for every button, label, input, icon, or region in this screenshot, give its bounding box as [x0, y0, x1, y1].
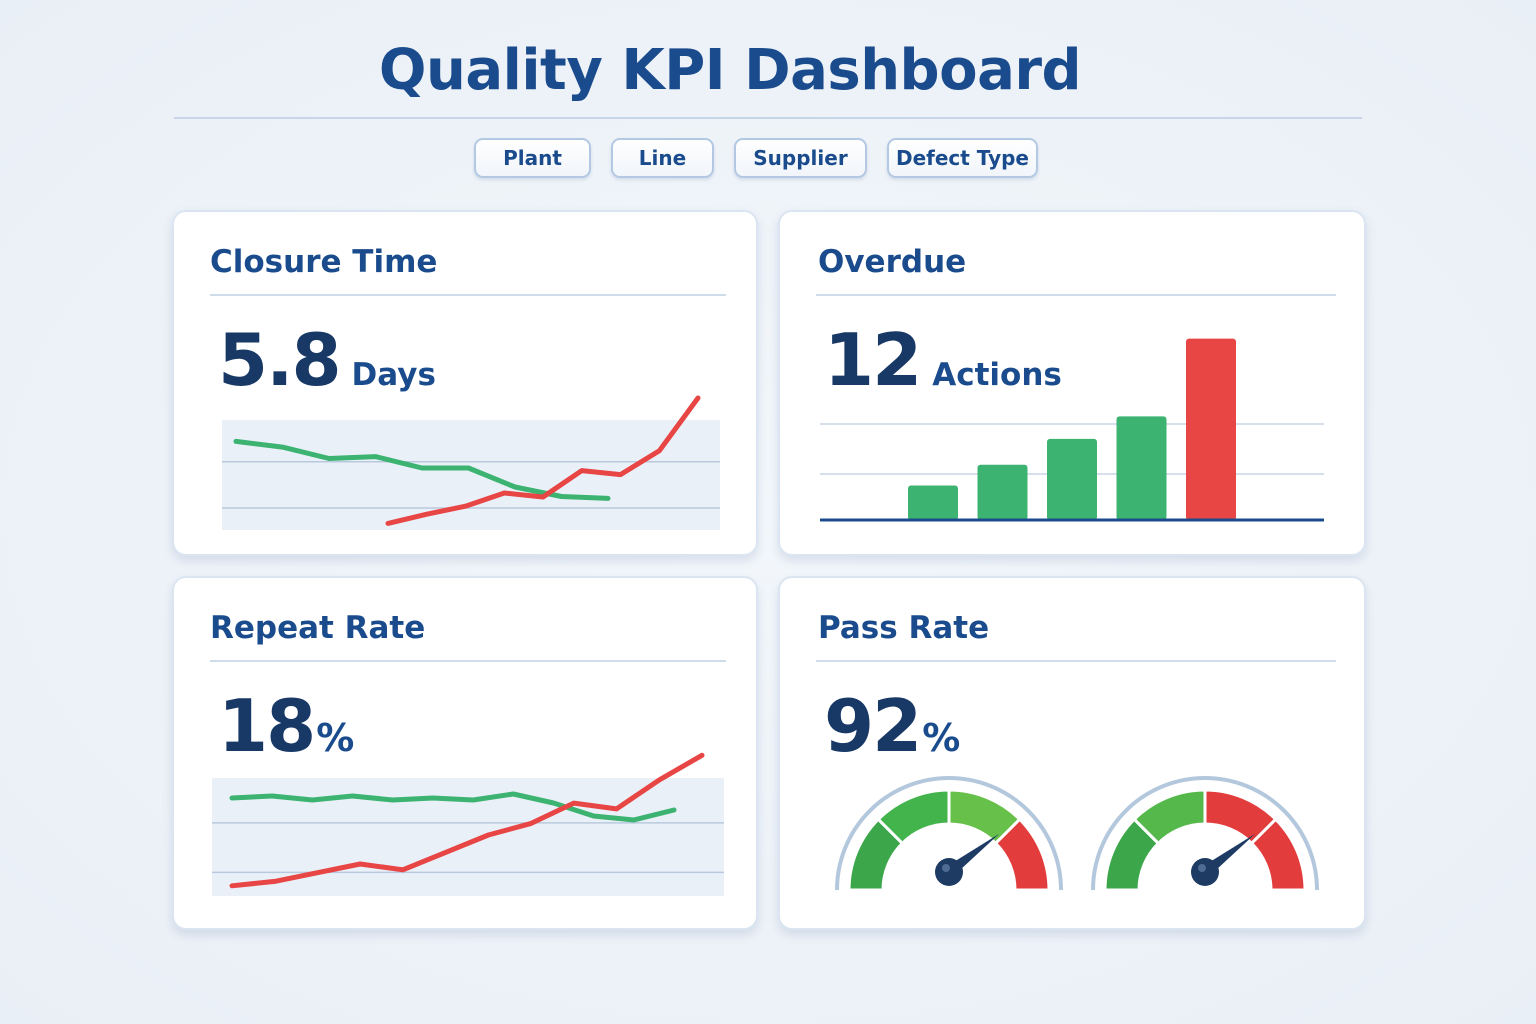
- kpi-value: 5.8: [218, 318, 342, 402]
- gauge-segment-3: [1249, 817, 1307, 892]
- series-line-1: [385, 395, 701, 526]
- repeat-rate-line-chart: [212, 752, 724, 896]
- gauge-hub: [935, 858, 963, 886]
- kpi-unit: Days: [351, 357, 436, 393]
- pass-rate-gauge-right: [1091, 776, 1319, 892]
- filter-plant-button[interactable]: Plant: [474, 138, 591, 178]
- overdue-card[interactable]: Overdue 12 Actions: [778, 210, 1366, 556]
- closure-time-card[interactable]: Closure Time 5.8 Days: [172, 210, 758, 556]
- card-divider: [210, 294, 726, 296]
- gauge-rim: [835, 776, 1063, 891]
- filter-supplier-button[interactable]: Supplier: [734, 138, 867, 178]
- overdue-bar-chart: [820, 338, 1324, 522]
- title-divider: [174, 117, 1362, 119]
- gauge-hub-highlight: [1198, 864, 1206, 872]
- kpi-value: 18: [218, 684, 316, 768]
- chart-band: [222, 420, 720, 530]
- card-divider: [816, 294, 1336, 296]
- kpi-value: 12: [824, 318, 922, 402]
- series-line-0: [229, 791, 677, 823]
- card-divider: [816, 660, 1336, 662]
- filter-defect-type-button[interactable]: Defect Type: [887, 138, 1038, 178]
- card-divider: [210, 660, 726, 662]
- pass-rate-gauge-left: [835, 776, 1063, 892]
- card-title: Overdue: [818, 244, 967, 280]
- bar-4: [1186, 338, 1236, 520]
- bar-0: [908, 485, 958, 520]
- bar-3: [1116, 416, 1167, 520]
- card-title: Closure Time: [210, 244, 438, 280]
- kpi-readout: 92 %: [824, 684, 960, 768]
- card-title: Repeat Rate: [210, 610, 426, 646]
- kpi-unit: %: [316, 716, 355, 760]
- bar-1: [977, 464, 1028, 520]
- kpi-readout: 12 Actions: [824, 318, 1062, 402]
- filter-bar: Plant Line Supplier Defect Type: [474, 138, 1038, 178]
- gauge-segment-3: [993, 817, 1051, 892]
- pass-rate-card[interactable]: Pass Rate 92 %: [778, 576, 1366, 930]
- kpi-unit: %: [922, 716, 961, 760]
- gauge-hub: [1191, 858, 1219, 886]
- closure-time-line-chart: [222, 395, 720, 530]
- kpi-unit: Actions: [932, 357, 1062, 393]
- series-line-1: [229, 752, 705, 889]
- kpi-value: 92: [824, 684, 922, 768]
- kpi-readout: 18 %: [218, 684, 354, 768]
- filter-line-button[interactable]: Line: [611, 138, 714, 178]
- card-title: Pass Rate: [818, 610, 990, 646]
- page-title: Quality KPI Dashboard: [378, 38, 1082, 103]
- repeat-rate-card[interactable]: Repeat Rate 18 %: [172, 576, 758, 930]
- gauge-hub-highlight: [942, 864, 950, 872]
- bar-2: [1047, 438, 1097, 520]
- kpi-readout: 5.8 Days: [218, 318, 436, 402]
- gauge-rim: [1091, 776, 1319, 891]
